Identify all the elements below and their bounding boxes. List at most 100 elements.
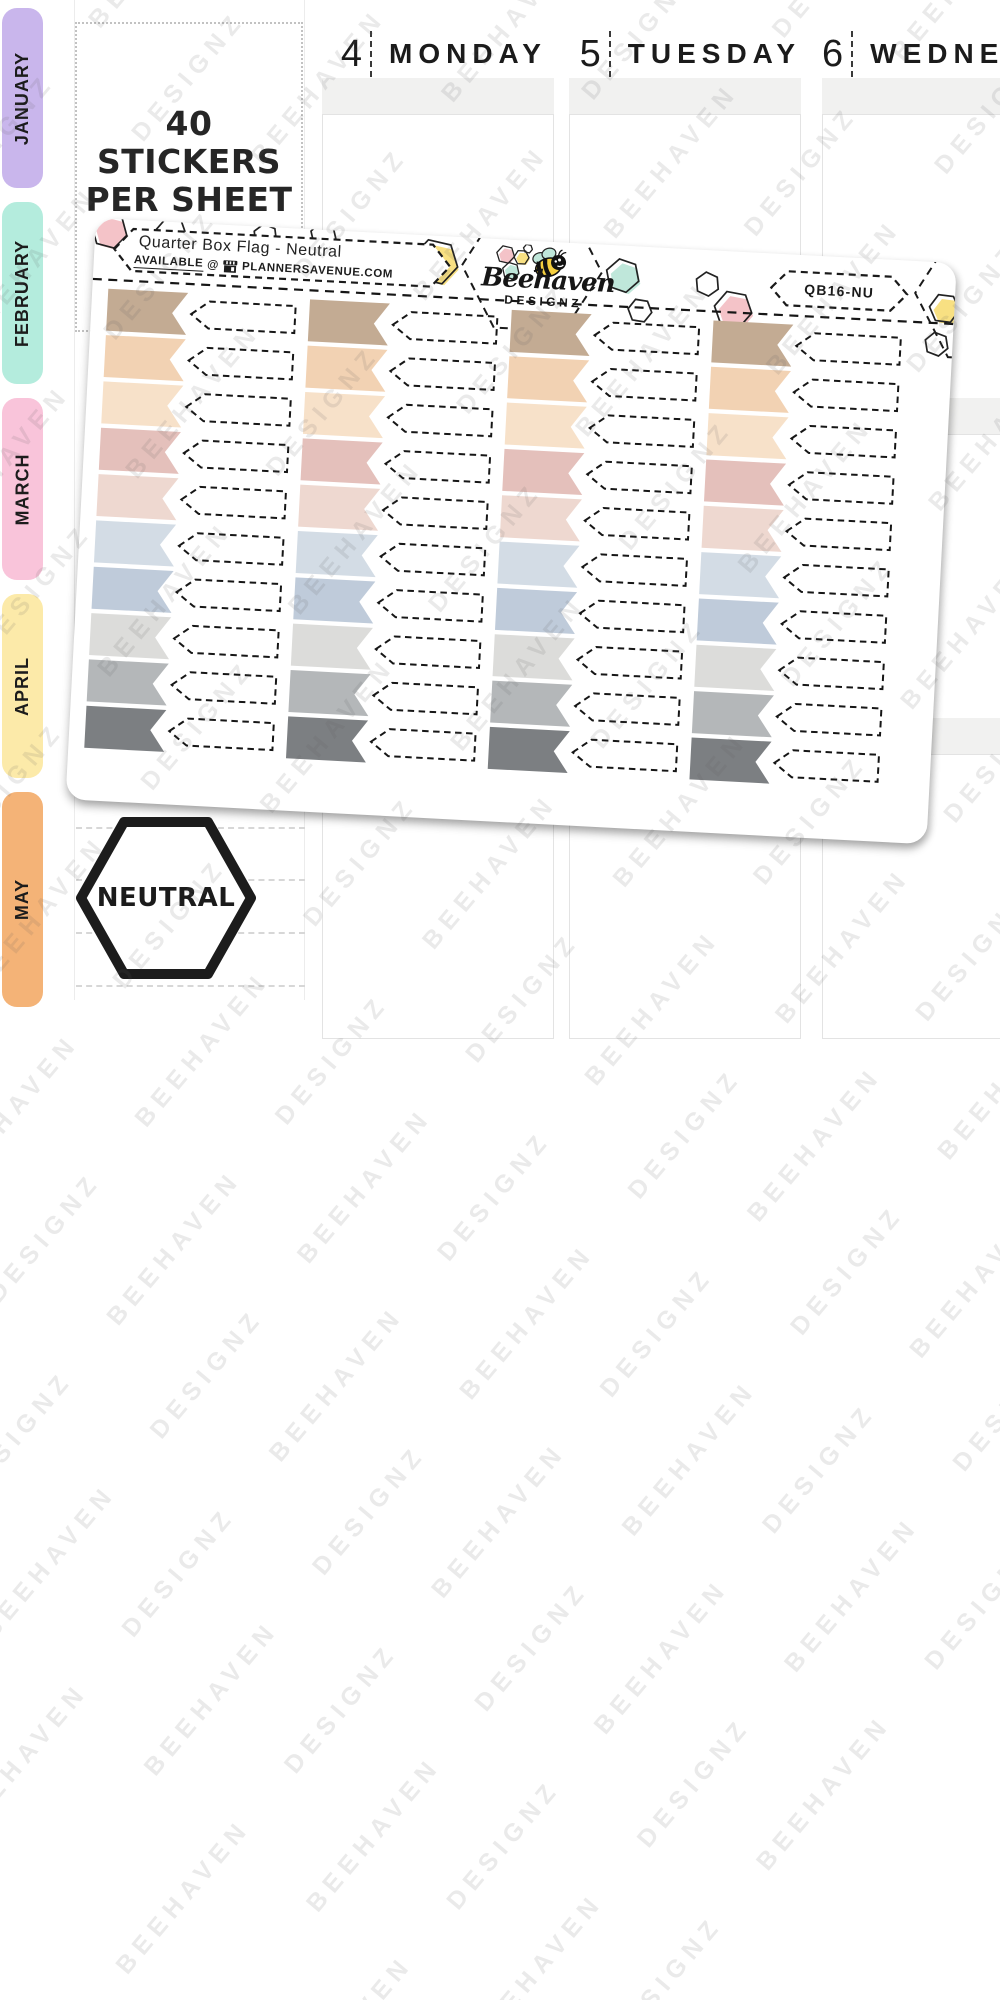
day-header: 5 TUESDAY: [569, 28, 801, 80]
sticker-flag-label: [775, 702, 883, 737]
day-separator-icon: [851, 31, 854, 77]
bee-icon: [532, 247, 567, 279]
day-header: 6 WEDNESDAY: [822, 28, 1000, 80]
sticker-flag-label: [585, 460, 693, 495]
edge-dashed-hexagon-icon: [914, 231, 957, 362]
sticker-flag-box: [689, 737, 772, 784]
neutral-badge-label: NEUTRAL: [96, 883, 236, 913]
hexagon-icon: [627, 298, 653, 323]
sticker-flag-label: [575, 646, 684, 680]
sticker-flag-label: [189, 300, 297, 335]
flower-hexagon-icon: [502, 261, 520, 280]
sticker-flag-label: [792, 378, 900, 413]
sticker-flag-box: [96, 474, 179, 521]
sticker-flag-label: [573, 692, 681, 726]
sticker-flag-box: [509, 309, 592, 357]
sticker-flag-label: [172, 624, 280, 659]
header-divider-dashed-line: [92, 277, 954, 326]
flower-hexagon-icon: [513, 249, 530, 265]
month-tab-april: APRIL: [2, 594, 43, 778]
sticker-flag-label: [580, 553, 689, 587]
sticker-flag-label: [772, 749, 881, 783]
sticker-flag-box: [499, 495, 582, 542]
sticker-flag-box: [507, 356, 590, 403]
day-name: TUESDAY: [627, 38, 801, 69]
flower-hexagon-icon: [522, 243, 534, 254]
sticker-flag-box: [504, 402, 587, 449]
brand-script: Beehaven: [480, 262, 616, 300]
sticker-flag-label: [374, 635, 482, 670]
sticker-flag-box: [285, 716, 369, 763]
sticker-flag-box: [696, 598, 779, 645]
sticker-flag-box: [86, 659, 169, 706]
sticker-flag-label: [784, 517, 893, 552]
sticker-flag-box: [293, 577, 376, 624]
sticker-flag-label: [381, 496, 489, 531]
sticker-flag-label: [391, 311, 499, 345]
sticker-flag-label: [782, 563, 890, 598]
sticker-flag-box: [691, 691, 774, 738]
sticker-flag-label: [388, 357, 497, 391]
sticker-flag-label: [184, 393, 292, 427]
sticker-flag-label: [590, 368, 698, 402]
sticker-flag-label: [170, 671, 278, 705]
day-section-header: [322, 78, 554, 114]
sticker-flag-label: [583, 507, 691, 541]
sticker-flag-box: [497, 541, 580, 588]
sticker-flag-box: [487, 726, 570, 774]
sticker-flag-box: [300, 438, 383, 485]
sticker-flag-box: [694, 644, 777, 691]
sticker-flag-label: [777, 656, 885, 691]
sticker-flag-label: [780, 610, 888, 644]
month-tab-label: FEBRUARY: [12, 239, 32, 347]
hexagon-flowers-icon: [496, 243, 534, 280]
sticker-flag-box: [91, 566, 174, 613]
day-section-header: [822, 78, 1000, 114]
sticker-flag-box: [706, 413, 789, 460]
sticker-flag-box: [106, 288, 189, 335]
sticker-flag-box: [302, 391, 386, 439]
day-separator-icon: [608, 31, 611, 77]
sticker-flag-box: [699, 552, 782, 599]
day-number: 6: [822, 32, 844, 75]
sticker-flag-label: [789, 424, 898, 459]
day-header: 4 MONDAY: [322, 28, 554, 80]
sku-capsule: [769, 270, 909, 312]
sticker-flag-box: [711, 320, 794, 367]
sticker-flag-label: [174, 578, 283, 613]
brand-logo: Beehaven DESIGNZ: [464, 241, 616, 312]
sticker-flag-box: [101, 381, 184, 428]
sheet-decor-svg: [84, 218, 957, 784]
sticker-flag-box: [701, 505, 784, 552]
sticker-flag-box: [492, 634, 575, 681]
day-number: 5: [579, 32, 601, 75]
page-edge-line: [74, 0, 75, 1000]
sticker-flag-box: [89, 613, 172, 660]
sticker-flag-label: [386, 403, 494, 438]
sticker-flag-label: [588, 414, 696, 448]
at-symbol: @: [206, 258, 220, 272]
day-name: WEDNESDAY: [870, 38, 1000, 69]
sticker-count-text: 40 STICKERS PER SHEET: [77, 104, 301, 220]
month-tab-label: MAY: [12, 878, 33, 921]
sticker-flag-box: [98, 427, 181, 474]
hexagon-icon: [924, 331, 949, 357]
month-tab-february: FEBRUARY: [2, 202, 43, 384]
hexagon-icon: [605, 257, 640, 294]
sticker-flag-label: [167, 717, 275, 752]
notes-ruled-line: [76, 985, 305, 987]
sticker-flag-box: [502, 448, 585, 496]
sticker-flag-label: [182, 439, 290, 474]
store-icon: [223, 259, 238, 273]
hexagon-badge-icon: [76, 817, 256, 979]
sticker-count-line2: PER SHEET: [85, 180, 293, 220]
month-tab-may: MAY: [2, 792, 43, 1007]
day-separator-icon: [370, 31, 372, 77]
sticker-sheet: Quarter Box Flag - Neutral AVAILABLE @ P…: [65, 218, 957, 845]
sticker-flag-box: [494, 587, 578, 635]
sticker-flag-box: [298, 484, 381, 531]
sticker-flag-label: [369, 728, 477, 762]
month-tab-march: MARCH: [2, 398, 43, 580]
sticker-flag-box: [288, 670, 371, 717]
sticker-flag-box: [103, 335, 186, 382]
